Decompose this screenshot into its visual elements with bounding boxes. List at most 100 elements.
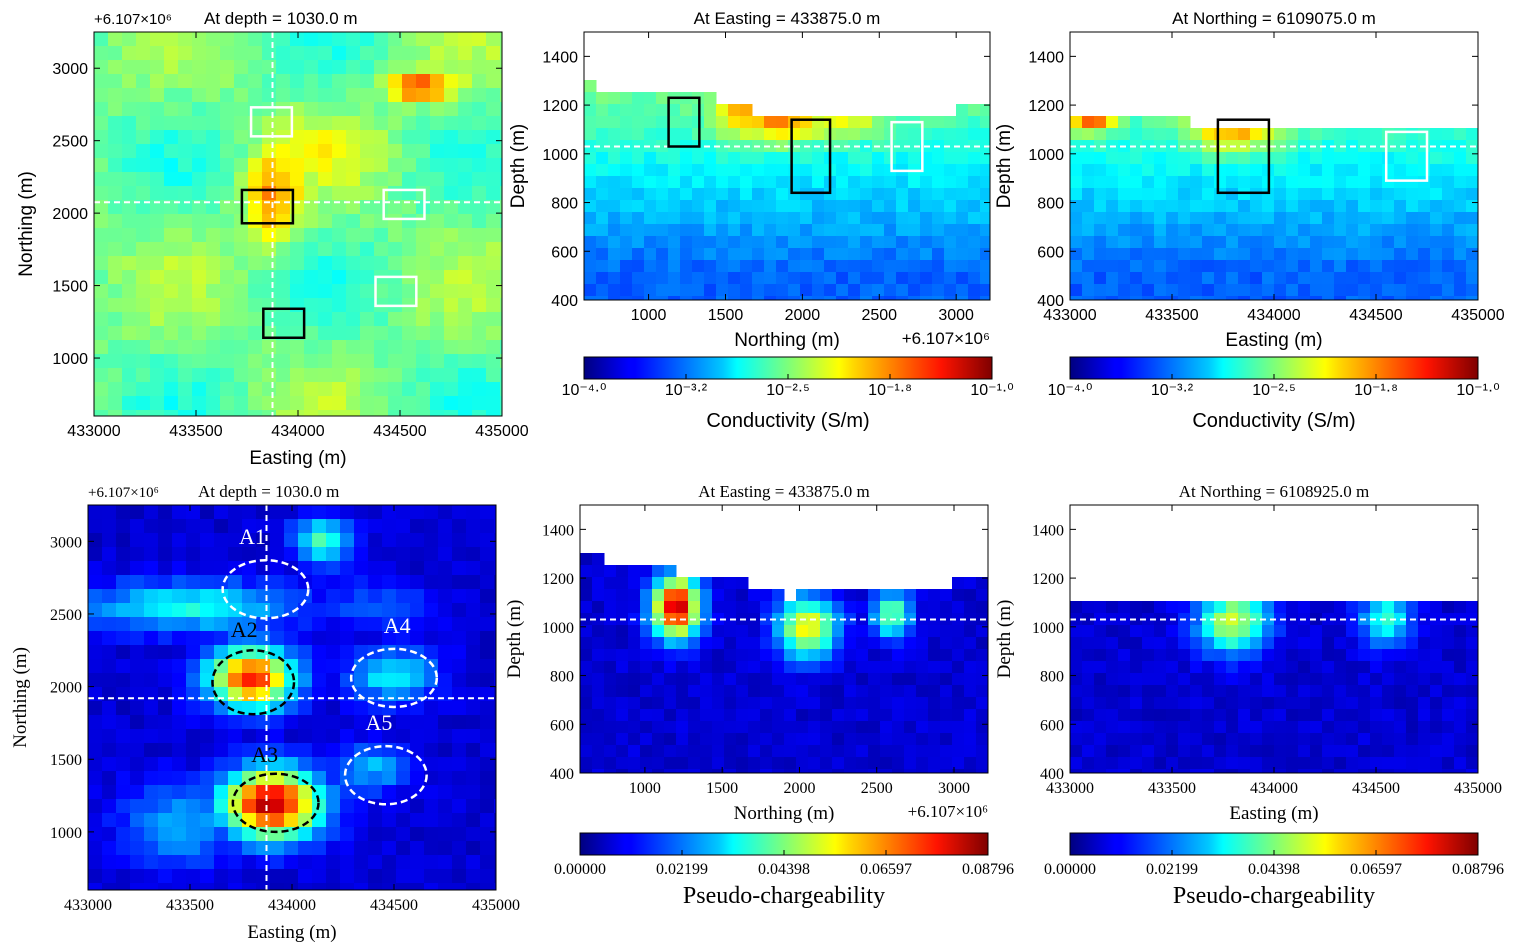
x-axis-label: Easting (m) bbox=[1229, 803, 1318, 824]
x-tick-label: 435000 bbox=[472, 897, 520, 914]
x-tick-label: 3000 bbox=[938, 307, 974, 324]
y-tick-label: 400 bbox=[1037, 293, 1064, 310]
colorbar-tick-label: 10⁻¹·⁰ bbox=[1456, 382, 1499, 399]
colorbar-tick-label: 10⁻¹·⁸ bbox=[1354, 382, 1398, 399]
panel-title: At Northing = 6109075.0 m bbox=[1172, 9, 1376, 28]
y-tick-label: 1400 bbox=[1028, 49, 1064, 66]
x-axis-label: Northing (m) bbox=[734, 330, 840, 351]
panel-title: At Easting = 433875.0 m bbox=[698, 482, 870, 501]
anomaly-label: A4 bbox=[384, 613, 411, 638]
y-tick-label: 1000 bbox=[542, 147, 578, 164]
y-tick-label: 800 bbox=[550, 669, 574, 686]
anomaly-label: A3 bbox=[251, 742, 278, 767]
colorbar-tick-label: 10⁻²·⁵ bbox=[1252, 382, 1296, 399]
heatmap-cells bbox=[94, 32, 502, 416]
x-axis-label: Northing (m) bbox=[734, 803, 835, 824]
colorbar-top: 10⁻⁴·⁰ 10⁻³·² 10⁻²·⁵ 10⁻¹·⁸ 10⁻¹·⁰ Conductivi… bbox=[562, 356, 1014, 432]
anomaly-label: A5 bbox=[365, 710, 392, 735]
x-tick-label: 433000 bbox=[67, 423, 120, 440]
colorbar-tick-label: 0.08796 bbox=[1452, 861, 1504, 878]
anomaly-ellipse bbox=[343, 744, 428, 806]
x-tick-label: 1500 bbox=[706, 780, 738, 797]
colorbar-tick-label: 0.02199 bbox=[656, 861, 708, 878]
y-tick-label: 400 bbox=[1040, 766, 1064, 783]
panel-title: At depth = 1030.0 m bbox=[198, 482, 339, 501]
y-axis-label: Northing (m) bbox=[16, 171, 37, 277]
chart-panel-top-middle: 1000 1500 2000 2500 3000 400 600 800 1000 1200 140… bbox=[508, 9, 991, 351]
y-tick-label: 2000 bbox=[50, 680, 82, 697]
x-tick-label: 2500 bbox=[861, 307, 897, 324]
x-tick-label: 433500 bbox=[1145, 307, 1198, 324]
colorbar-tick-label: 0.04398 bbox=[1248, 861, 1300, 878]
chart-panel-top-left: 433000 433500 434000 434500 435000 1000 1500 20… bbox=[16, 9, 529, 469]
colorbar-tick-label: 10⁻¹·⁸ bbox=[868, 382, 912, 399]
y-axis-label: Depth (m) bbox=[994, 124, 1015, 208]
colorbar-tick-label: 10⁻³·² bbox=[665, 382, 708, 399]
y-tick-label: 600 bbox=[551, 244, 578, 261]
y-axis-label: Depth (m) bbox=[994, 600, 1015, 679]
x-tick-label: 1000 bbox=[629, 780, 661, 797]
y-tick-label: 400 bbox=[551, 293, 578, 310]
heatmap-cells bbox=[1070, 601, 1478, 773]
y-tick-label: 2000 bbox=[52, 206, 88, 223]
colorbar-label: Conductivity (S/m) bbox=[706, 410, 869, 432]
y-tick-label: 1000 bbox=[1032, 620, 1064, 637]
panel-title: At Easting = 433875.0 m bbox=[694, 9, 881, 28]
y-tick-label: 600 bbox=[1040, 717, 1064, 734]
panel-title: At Northing = 6108925.0 m bbox=[1179, 482, 1369, 501]
x-tick-label: 2500 bbox=[861, 780, 893, 797]
x-tick-label: 433000 bbox=[64, 897, 112, 914]
x-axis-label: Easting (m) bbox=[249, 448, 346, 469]
chart-panel-bottom-left: A1 A2 A4 A5 A3 433000 433500 434000 434500 435000… bbox=[10, 482, 520, 943]
y-tick-label: 1400 bbox=[542, 49, 578, 66]
y-tick-label: 1200 bbox=[1032, 571, 1064, 588]
x-tick-label: 433000 bbox=[1043, 307, 1096, 324]
y-tick-label: 1400 bbox=[1032, 522, 1064, 539]
y-tick-label: 3000 bbox=[52, 61, 88, 78]
colorbar-tick-label: 0.04398 bbox=[758, 861, 810, 878]
colorbar-label: Conductivity (S/m) bbox=[1192, 410, 1355, 432]
colorbar-bottom: 0.00000 0.02199 0.04398 0.06597 0.08796 Pseud… bbox=[1044, 832, 1504, 909]
x-tick-label: 434500 bbox=[373, 423, 426, 440]
colorbar-label: Pseudo-chargeability bbox=[1173, 883, 1375, 909]
x-tick-label: 435000 bbox=[475, 423, 528, 440]
y-tick-label: 1200 bbox=[542, 98, 578, 115]
target-box bbox=[890, 120, 924, 173]
target-box bbox=[1216, 118, 1271, 195]
y-tick-label: 600 bbox=[550, 717, 574, 734]
x-tick-label: 434000 bbox=[1247, 307, 1300, 324]
x-tick-label: 435000 bbox=[1451, 307, 1504, 324]
y-tick-label: 1500 bbox=[52, 279, 88, 296]
x-tick-label: 433500 bbox=[169, 423, 222, 440]
offset-label: +6.107×10⁶ bbox=[908, 802, 988, 821]
x-tick-label: 434500 bbox=[1352, 780, 1400, 797]
target-box bbox=[374, 275, 418, 308]
colorbar-tick-label: 10⁻²·⁵ bbox=[766, 382, 810, 399]
offset-label: +6.107×10⁶ bbox=[88, 485, 159, 501]
target-box bbox=[240, 188, 295, 225]
offset-label: +6.107×10⁶ bbox=[94, 11, 172, 28]
anomaly-ellipse bbox=[231, 772, 320, 834]
y-tick-label: 600 bbox=[1037, 244, 1064, 261]
x-tick-label: 2000 bbox=[785, 307, 821, 324]
y-tick-label: 1500 bbox=[50, 752, 82, 769]
target-box bbox=[790, 118, 832, 195]
anomaly-ellipse bbox=[211, 649, 296, 716]
y-tick-label: 1000 bbox=[50, 825, 82, 842]
y-tick-label: 2500 bbox=[50, 607, 82, 624]
y-tick-label: 1400 bbox=[542, 522, 574, 539]
x-axis-label: Easting (m) bbox=[247, 922, 336, 943]
x-tick-label: 2000 bbox=[783, 780, 815, 797]
x-tick-label: 433500 bbox=[1148, 780, 1196, 797]
colorbar-bottom: 0.00000 0.02199 0.04398 0.06597 0.08796 Pseud… bbox=[554, 832, 1014, 909]
target-box bbox=[249, 106, 294, 138]
y-tick-label: 2500 bbox=[52, 134, 88, 151]
colorbar-tick-label: 10⁻⁴·⁰ bbox=[1048, 382, 1093, 399]
x-tick-label: 1000 bbox=[631, 307, 667, 324]
x-tick-label: 434000 bbox=[1250, 780, 1298, 797]
y-axis-label: Northing (m) bbox=[10, 647, 31, 748]
chart-panel-bottom-right: 433000 433500 434000 434500 435000 400 600 800 1… bbox=[994, 482, 1502, 824]
panel-title: At depth = 1030.0 m bbox=[204, 9, 358, 28]
heatmap-cells bbox=[580, 553, 988, 773]
